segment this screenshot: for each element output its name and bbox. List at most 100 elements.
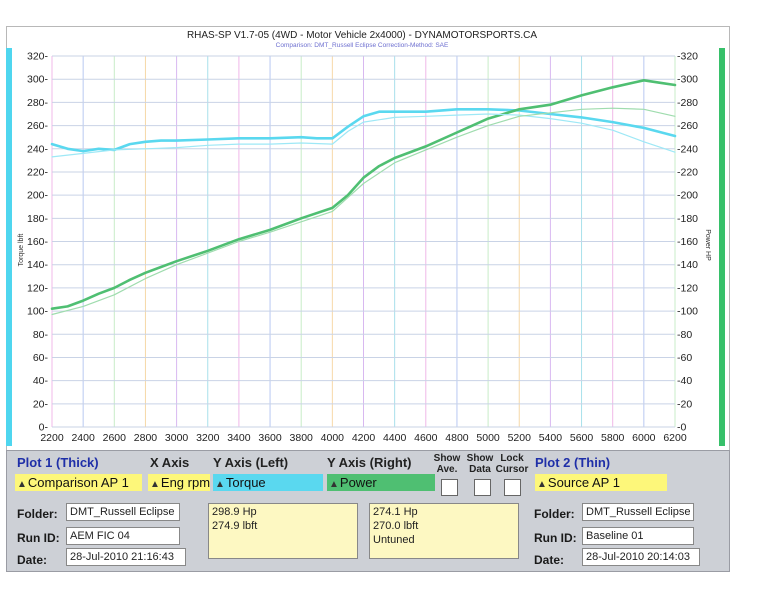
- y-right-tick-label: -80: [677, 329, 692, 341]
- series-line-3: [51, 107, 676, 316]
- plot2-value-note: Untuned: [373, 534, 415, 546]
- x-tick-label: 2200: [40, 432, 64, 444]
- y-left-tick-label: 300-: [27, 74, 49, 86]
- x-tick-label: 5600: [570, 432, 594, 444]
- plot2-values-box: 274.1 Hp 270.0 lbft Untuned: [369, 503, 519, 559]
- spinner-icon: ▲︎: [17, 479, 27, 490]
- left-axis-label: Torque lbft: [18, 234, 25, 267]
- spinner-icon: ▲︎: [329, 479, 339, 490]
- plot1-runid-label: Run ID:: [17, 531, 60, 545]
- plot1-value-hp: 298.9 Hp: [212, 506, 257, 518]
- y-left-tick-label: 280-: [27, 97, 49, 109]
- show-ave-checkbox[interactable]: [441, 479, 458, 496]
- plot1-date-label: Date:: [17, 553, 48, 567]
- y-left-tick-label: 200-: [27, 190, 49, 202]
- plot2-title: Plot 2 (Thin): [535, 455, 611, 470]
- y-right-tick-label: -180: [677, 213, 698, 225]
- y-left-tick-label: 100-: [27, 306, 49, 318]
- y-right-tick-label: -200: [677, 190, 698, 202]
- y-left-tick-label: 20-: [33, 398, 49, 410]
- x-tick-label: 6000: [632, 432, 656, 444]
- y-right-tick-label: -20: [677, 398, 692, 410]
- show-ave-label: Show Ave.: [433, 453, 461, 475]
- x-tick-label: 2800: [134, 432, 158, 444]
- y-right-tick-label: -160: [677, 236, 698, 248]
- x-axis-title: X Axis: [150, 455, 190, 470]
- y-right-tick-label: -100: [677, 306, 698, 318]
- y-right-tick-label: -220: [677, 166, 698, 178]
- x-tick-label: 5200: [508, 432, 532, 444]
- x-axis-select[interactable]: ▲︎Eng rpm: [148, 474, 210, 491]
- y-right-tick-label: -0: [677, 422, 686, 434]
- y-left-tick-label: 240-: [27, 143, 49, 155]
- control-panel: Plot 1 (Thick) X Axis Y Axis (Left) Y Ax…: [6, 450, 730, 572]
- x-tick-label: 2600: [103, 432, 127, 444]
- y-left-tick-label: 320-: [27, 51, 49, 63]
- right-axis-label: Power HP: [704, 229, 711, 261]
- plot1-folder-field[interactable]: DMT_Russell Eclipse: [66, 503, 180, 521]
- torque-axis-strip: [6, 48, 12, 446]
- plot2-value-torque: 270.0 lbft: [373, 520, 419, 532]
- show-data-checkbox[interactable]: [474, 479, 491, 496]
- show-data-label: Show Data: [466, 453, 494, 475]
- y-left-tick-label: 80-: [33, 329, 49, 341]
- y-left-select[interactable]: ▲︎Torque: [213, 474, 323, 491]
- y-right-tick-label: -300: [677, 74, 698, 86]
- chart-subtitle: Comparison: DMT_Russell Eclipse Correcti…: [276, 42, 449, 49]
- plot1-title: Plot 1 (Thick): [17, 455, 99, 470]
- plot2-folder-label: Folder:: [534, 507, 575, 521]
- y-right-tick-label: -40: [677, 375, 692, 387]
- y-left-tick-label: 0-: [39, 422, 49, 434]
- y-right-tick-label: -140: [677, 259, 698, 271]
- y-left-tick-label: 120-: [27, 282, 49, 294]
- x-tick-label: 4200: [352, 432, 376, 444]
- dyno-chart: RHAS-SP V1.7-05 (4WD - Motor Vehicle 2x4…: [18, 30, 711, 444]
- y-right-tick-label: -260: [677, 120, 698, 132]
- y-left-tick-label: 260-: [27, 120, 49, 132]
- spinner-icon: ▲︎: [537, 479, 547, 490]
- plot2-runid-label: Run ID:: [534, 531, 577, 545]
- y-right-select[interactable]: ▲︎Power: [327, 474, 435, 491]
- power-axis-strip: [719, 48, 725, 446]
- chart-title: RHAS-SP V1.7-05 (4WD - Motor Vehicle 2x4…: [187, 30, 537, 41]
- x-tick-label: 3400: [227, 432, 251, 444]
- plot1-date-field[interactable]: 28-Jul-2010 21:16:43: [66, 548, 186, 566]
- x-tick-label: 4800: [445, 432, 469, 444]
- plot1-value-torque: 274.9 lbft: [212, 520, 258, 532]
- spinner-icon: ▲︎: [215, 479, 225, 490]
- y-left-title: Y Axis (Left): [213, 455, 289, 470]
- x-tick-label: 3600: [258, 432, 282, 444]
- y-right-tick-label: -60: [677, 352, 692, 364]
- y-left-tick-label: 40-: [33, 375, 49, 387]
- y-left-tick-label: 140-: [27, 259, 49, 271]
- plot1-values-box: 298.9 Hp 274.9 lbft: [208, 503, 358, 559]
- plot2-runid-field[interactable]: Baseline 01: [582, 527, 694, 545]
- y-left-tick-label: 60-: [33, 352, 49, 364]
- y-right-title: Y Axis (Right): [327, 455, 412, 470]
- plot2-date-field[interactable]: 28-Jul-2010 20:14:03: [582, 548, 700, 566]
- plot1-select[interactable]: ▲︎Comparison AP 1: [15, 474, 142, 491]
- series-line-1: [50, 79, 677, 310]
- x-tick-label: 4600: [414, 432, 438, 444]
- x-tick-label: 4400: [383, 432, 407, 444]
- y-right-tick-label: -240: [677, 143, 698, 155]
- y-left-tick-label: 180-: [27, 213, 49, 225]
- y-right-tick-label: -320: [677, 51, 698, 63]
- plot2-value-hp: 274.1 Hp: [373, 506, 418, 518]
- y-right-tick-label: -280: [677, 97, 698, 109]
- plot2-select[interactable]: ▲︎Source AP 1: [535, 474, 667, 491]
- x-tick-label: 5800: [601, 432, 625, 444]
- y-right-tick-label: -120: [677, 282, 698, 294]
- x-tick-label: 6200: [663, 432, 687, 444]
- x-tick-label: 3000: [165, 432, 189, 444]
- lock-cursor-checkbox[interactable]: [504, 479, 521, 496]
- x-tick-label: 4000: [321, 432, 345, 444]
- x-tick-label: 5000: [476, 432, 500, 444]
- x-tick-label: 3800: [290, 432, 314, 444]
- plot1-runid-field[interactable]: AEM FIC 04: [66, 527, 180, 545]
- plot2-folder-field[interactable]: DMT_Russell Eclipse: [582, 503, 694, 521]
- series-line-0: [50, 108, 677, 153]
- x-tick-label: 2400: [71, 432, 95, 444]
- y-left-tick-label: 160-: [27, 236, 49, 248]
- series-line-2: [51, 113, 676, 158]
